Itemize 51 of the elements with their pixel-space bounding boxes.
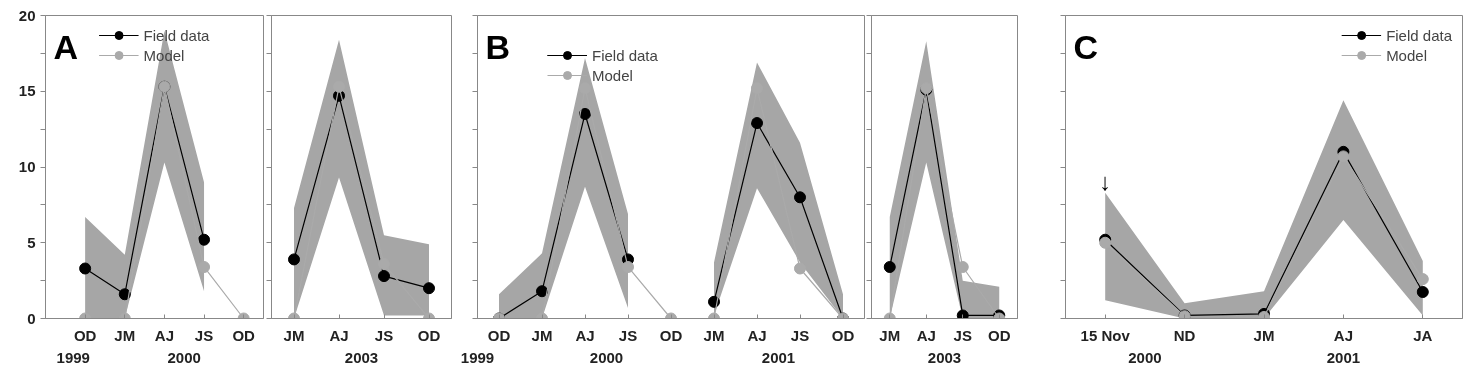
x-tick-label: AJ [916, 326, 936, 344]
x-tick-label: OD [659, 326, 683, 344]
x-tick-label: OD [73, 326, 97, 344]
x-tick-label: OD [487, 326, 511, 344]
legend-label: Model [143, 46, 185, 64]
x-tick-label: JM [703, 326, 725, 344]
x-tick-label: 15 Nov [1080, 326, 1131, 344]
legend-label: Field data [592, 46, 658, 64]
x-tick-label: JM [1253, 326, 1275, 344]
x-tick-label: OD [232, 326, 256, 344]
x-tick-label: AJ [575, 326, 595, 344]
y-tick-label: 5 [27, 233, 36, 251]
y-tick-label: 20 [18, 6, 36, 24]
x-tick-label: JM [879, 326, 901, 344]
x-tick-label: JS [953, 326, 972, 344]
x-tick-label: JA [1413, 326, 1433, 344]
x-tick-label: AJ [747, 326, 767, 344]
text: 2000 [1128, 348, 1162, 366]
text: 2003 [927, 348, 962, 366]
y-tick-label: 10 [18, 158, 36, 175]
x-tick-label: OD [417, 326, 441, 344]
chart-title: B [485, 27, 511, 66]
x-tick-label: JM [531, 326, 553, 344]
x-tick-label: AJ [1333, 326, 1353, 344]
x-tick-label: JM [283, 326, 305, 344]
text: 1999 [56, 348, 90, 366]
x-tick-label: JS [790, 326, 810, 344]
chart-title: C [1073, 27, 1099, 66]
x-tick-label: AJ [154, 326, 175, 344]
x-tick-label: JS [618, 326, 638, 344]
legend-label: Field data [1386, 26, 1452, 44]
text: 2001 [1326, 348, 1361, 366]
x-tick-label: AJ [329, 326, 349, 344]
legend-label: Model [1386, 46, 1427, 64]
x-tick-label: OD [988, 326, 1011, 344]
x-tick-label: JM [114, 326, 136, 344]
y-tick-label: 15 [18, 82, 36, 100]
x-tick-label: ND [1173, 326, 1196, 344]
text: 1999 [460, 348, 495, 366]
x-tick-label: JS [374, 326, 394, 344]
legend-label: Model [592, 66, 633, 84]
text: 2003 [344, 348, 379, 366]
chart-title: A [53, 27, 79, 66]
y-tick-label: 0 [27, 309, 36, 327]
annotation: ↓ [1099, 167, 1112, 195]
x-tick-label: OD [831, 326, 855, 344]
x-tick-label: JS [194, 326, 214, 344]
text: 2000 [589, 348, 624, 366]
text: 2000 [167, 348, 201, 366]
text: 2001 [761, 348, 796, 366]
legend-label: Field data [143, 26, 210, 44]
